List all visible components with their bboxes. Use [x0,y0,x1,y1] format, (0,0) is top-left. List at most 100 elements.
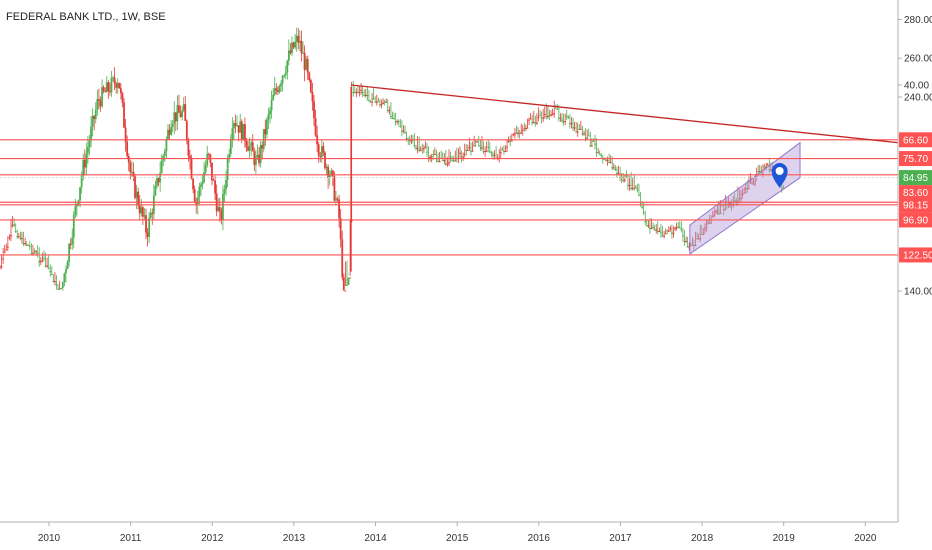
candle [672,226,675,238]
candle [361,85,364,98]
candle [137,187,140,210]
support-trendline[interactable] [350,84,899,144]
candle [344,261,347,292]
candle [291,36,293,56]
candle [669,225,672,232]
candle [463,143,466,158]
candle [121,91,124,108]
y-tick-label: 240.00 [904,93,932,104]
descending-channel[interactable] [689,141,801,255]
candle [539,110,541,117]
candle [465,144,468,156]
candle [160,154,163,174]
candle [433,147,436,156]
candle [66,260,69,270]
candle [247,140,249,152]
candle [448,149,450,167]
x-tick-label: 2013 [283,533,306,544]
candle [300,30,303,62]
time-axis[interactable]: 2010 2011 2012 2013 2014 2015 2016 2017 2018 2019… [38,522,877,544]
candle [242,123,245,141]
candle [239,113,242,133]
candle [401,120,403,137]
candle [371,92,373,107]
candle [116,78,119,94]
candle [233,120,235,140]
candle [215,184,218,217]
candle [499,146,502,158]
candle [83,149,86,176]
candle [509,135,512,147]
candle [518,130,521,139]
candle [39,257,42,266]
candle [330,168,333,177]
candle [537,107,540,122]
candle [223,184,226,203]
candle [272,87,275,101]
candle [705,219,708,232]
x-tick-label: 2015 [446,533,469,544]
x-tick-label: 2020 [854,533,877,544]
candle [17,232,20,239]
x-tick-label: 2017 [609,533,632,544]
candle [273,76,276,97]
candle [214,175,216,200]
price-tag: 75.70 [899,151,932,167]
candle [368,89,370,102]
candle [113,67,116,91]
candle [674,226,676,232]
candle [385,98,388,103]
candle [294,33,297,50]
candle [579,120,582,130]
candle [623,175,626,183]
candle [419,146,422,152]
candle [30,243,33,256]
candle [8,234,11,241]
candle [189,149,191,170]
candle [174,112,177,132]
candle [327,164,330,189]
candle [193,185,196,203]
candle [25,240,28,246]
candle [181,106,184,121]
candle [691,237,694,246]
candle [388,106,391,115]
candle [553,100,556,119]
candle [634,185,637,189]
svg-text:96.90: 96.90 [903,215,928,226]
candle [295,27,298,52]
candle [397,119,400,127]
candle [652,222,654,230]
candle [143,208,146,221]
candle [132,162,135,182]
candle [201,174,204,190]
candle [0,265,1,270]
candle [696,232,698,240]
candle [559,113,562,122]
candle [391,111,394,120]
candle [119,82,122,100]
y-tick-label: 140.00 [904,287,932,298]
candle [551,108,554,116]
candle [694,231,697,247]
candle [473,135,476,147]
candle [311,82,314,111]
candle [390,102,392,119]
candle [27,244,30,246]
candle [711,210,714,218]
marker-layer [771,163,788,188]
candle [93,114,96,131]
candle [192,176,195,194]
candle [435,149,438,163]
candle [688,242,691,251]
candle [471,141,474,152]
candle [422,144,425,154]
candle [557,104,560,122]
trendline-layer [350,84,899,272]
candle [649,217,651,235]
candle [60,283,63,289]
candle [380,99,383,109]
map-pin-icon[interactable] [771,163,788,188]
candle [474,139,477,148]
